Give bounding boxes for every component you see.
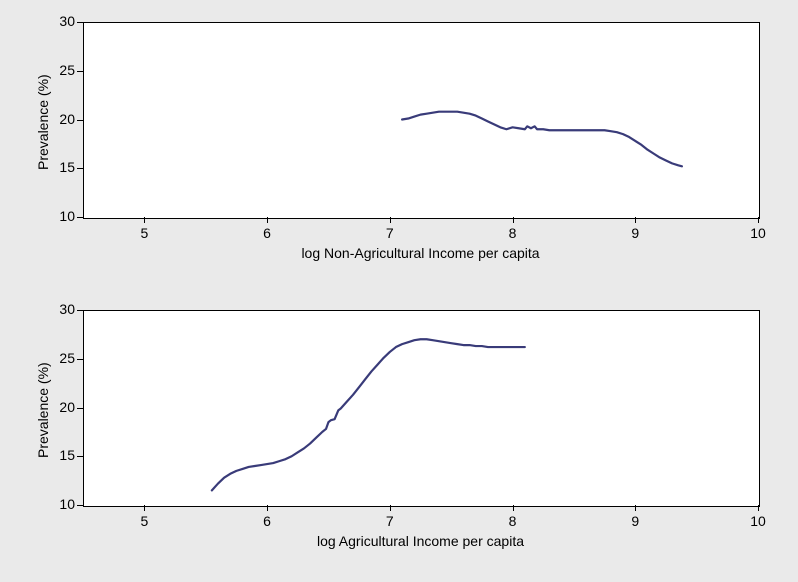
x-tick — [513, 505, 514, 511]
y-tick — [77, 505, 83, 506]
x-tick — [144, 217, 145, 223]
figure-container: { "figure": { "width": 798, "height": 58… — [0, 0, 798, 582]
series-line — [83, 22, 758, 217]
x-tick-label: 9 — [615, 513, 655, 529]
x-tick-label: 8 — [493, 513, 533, 529]
x-tick-label: 5 — [124, 513, 164, 529]
x-tick — [390, 217, 391, 223]
x-tick-label: 5 — [124, 225, 164, 241]
x-tick-label: 10 — [738, 225, 778, 241]
x-tick — [144, 505, 145, 511]
x-tick — [513, 217, 514, 223]
x-tick-label: 7 — [370, 513, 410, 529]
x-tick — [635, 217, 636, 223]
x-tick-label: 7 — [370, 225, 410, 241]
y-tick-label: 10 — [45, 208, 75, 224]
y-axis-title: Prevalence (%) — [35, 74, 51, 170]
y-axis-title: Prevalence (%) — [35, 362, 51, 458]
y-tick-label: 30 — [45, 13, 75, 29]
x-tick-label: 9 — [615, 225, 655, 241]
x-tick — [758, 505, 759, 511]
x-tick-label: 8 — [493, 225, 533, 241]
x-tick — [390, 505, 391, 511]
x-tick-label: 6 — [247, 513, 287, 529]
x-tick — [758, 217, 759, 223]
x-tick — [267, 505, 268, 511]
x-tick-label: 10 — [738, 513, 778, 529]
x-tick — [635, 505, 636, 511]
x-axis-title: log Agricultural Income per capita — [83, 533, 758, 549]
y-tick — [77, 217, 83, 218]
x-tick — [267, 217, 268, 223]
y-tick-label: 30 — [45, 301, 75, 317]
series-line — [83, 310, 758, 505]
x-tick-label: 6 — [247, 225, 287, 241]
x-axis-title: log Non-Agricultural Income per capita — [83, 245, 758, 261]
y-tick-label: 10 — [45, 496, 75, 512]
